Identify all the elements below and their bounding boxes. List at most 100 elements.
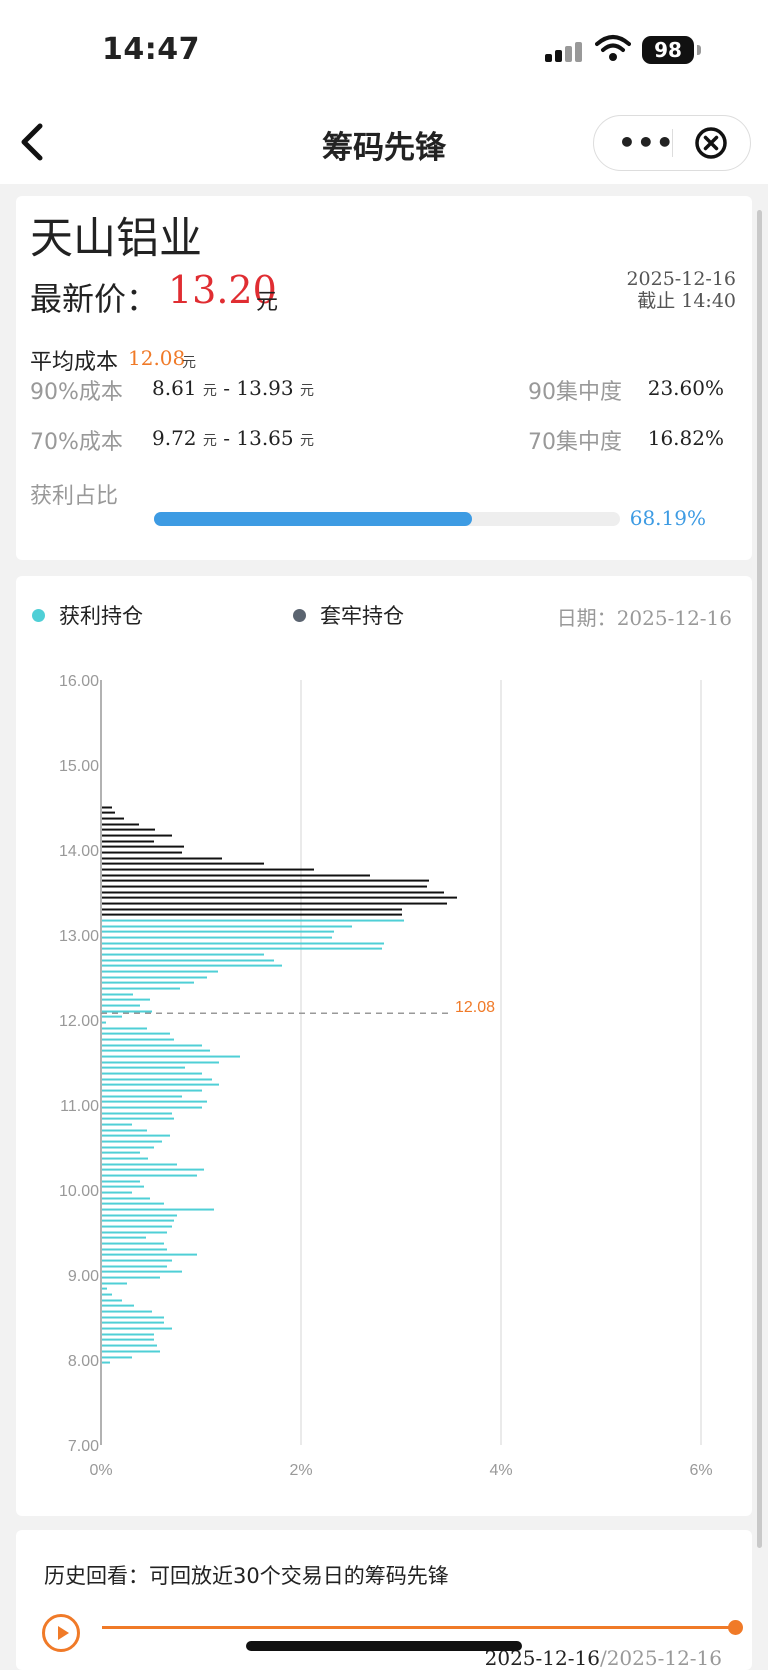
conc70-value: 16.82% bbox=[647, 426, 724, 450]
chart-date: 日期：2025-12-16 bbox=[557, 602, 732, 631]
stock-summary-card: 天山铝业 最新价： 13.20 元 2025-12-16 截止 14:40 平均… bbox=[16, 196, 752, 560]
profit-bar bbox=[102, 1214, 177, 1217]
trapped-bar bbox=[102, 845, 184, 848]
trapped-bar bbox=[102, 817, 124, 820]
y-tick-label: 15.00 bbox=[59, 758, 99, 775]
cost70-low: 9.72 bbox=[152, 426, 197, 450]
status-time: 14:47 bbox=[102, 32, 200, 67]
profit-bar bbox=[102, 1038, 174, 1041]
trapped-bar bbox=[102, 896, 457, 899]
trapped-bar bbox=[102, 806, 112, 809]
history-label: 历史回看：可回放近30个交易日的筹码先锋 bbox=[44, 1564, 449, 1588]
history-slider-handle[interactable] bbox=[728, 1620, 743, 1635]
profit-bar bbox=[102, 1072, 202, 1075]
close-icon[interactable] bbox=[694, 126, 728, 160]
profit-bar bbox=[102, 998, 150, 1001]
trapped-bar bbox=[102, 908, 402, 911]
profit-bar bbox=[102, 1163, 177, 1166]
legend-profit-label: 获利持仓 bbox=[59, 604, 143, 628]
scrollbar[interactable] bbox=[757, 210, 762, 1548]
profit-bar bbox=[102, 1338, 154, 1341]
profit-bar bbox=[102, 1310, 152, 1313]
profit-bar bbox=[102, 1168, 204, 1171]
profit-bar bbox=[102, 1151, 140, 1154]
profit-bar bbox=[102, 1293, 112, 1296]
y-tick-label: 8.00 bbox=[68, 1353, 99, 1370]
profit-bar bbox=[102, 1191, 132, 1194]
quote-time: 2025-12-16 截止 14:40 bbox=[626, 268, 736, 312]
profit-bar bbox=[102, 1089, 202, 1092]
profit-bar bbox=[102, 1287, 107, 1290]
quote-date: 2025-12-16 bbox=[626, 268, 736, 290]
profit-bar bbox=[102, 1010, 152, 1013]
legend-trapped-dot bbox=[293, 608, 306, 622]
trapped-bar bbox=[102, 868, 314, 871]
profit-bar bbox=[102, 1299, 122, 1302]
chart-date-value: 2025-12-16 bbox=[616, 606, 732, 630]
profit-bar bbox=[102, 1350, 160, 1353]
y-tick-label: 14.00 bbox=[59, 843, 99, 860]
cost90-range: 8.61 元 - 13.93 元 bbox=[152, 376, 314, 400]
trapped-bar bbox=[102, 902, 447, 905]
chip-distribution-card: 获利持仓 套牢持仓 日期：2025-12-16 0% 2% 4% 6% 7.00 8.00… bbox=[16, 576, 752, 1516]
price-unit: 元 bbox=[256, 290, 279, 315]
profit-bar bbox=[102, 1061, 219, 1064]
profit-bar bbox=[102, 1236, 146, 1239]
trapped-bar bbox=[102, 891, 444, 894]
history-slider-track[interactable] bbox=[102, 1626, 734, 1629]
profit-bar bbox=[102, 1185, 144, 1188]
profit-bar bbox=[102, 964, 282, 967]
profit-bar bbox=[102, 1225, 172, 1228]
profit-ratio-label: 获利占比 bbox=[30, 484, 119, 509]
cost70-unit-low: 元 bbox=[202, 433, 217, 449]
stock-name: 天山铝业 bbox=[30, 214, 202, 264]
legend-profit: 获利持仓 bbox=[32, 600, 143, 630]
history-date-sep: / bbox=[599, 1646, 607, 1670]
profit-bar bbox=[102, 1027, 147, 1030]
profit-bar bbox=[102, 1055, 240, 1058]
profit-bar bbox=[102, 1276, 160, 1279]
cost70-high: 13.65 bbox=[236, 426, 294, 450]
battery-icon: 98 bbox=[642, 36, 694, 64]
cost90-unit-low: 元 bbox=[202, 383, 217, 399]
cost70-label: 70%成本 bbox=[30, 430, 123, 455]
profit-bar bbox=[102, 1021, 106, 1024]
profit-bar bbox=[102, 1078, 212, 1081]
play-icon[interactable] bbox=[42, 1614, 80, 1652]
profit-bar bbox=[102, 1356, 132, 1359]
profit-bar bbox=[102, 1117, 174, 1120]
y-tick-label: 7.00 bbox=[68, 1438, 99, 1455]
profit-bar bbox=[102, 993, 133, 996]
x-tick-label: 2% bbox=[289, 1462, 312, 1479]
cost90-high: 13.93 bbox=[236, 376, 294, 400]
profit-bar bbox=[102, 1304, 134, 1307]
profit-bar bbox=[102, 1282, 127, 1285]
profit-bar bbox=[102, 1066, 185, 1069]
cellular-signal-icon bbox=[545, 42, 585, 62]
avg-cost-unit: 元 bbox=[182, 355, 196, 371]
profit-bar bbox=[102, 1361, 110, 1364]
x-tick-label: 6% bbox=[689, 1462, 712, 1479]
price-value: 13.20 bbox=[168, 268, 277, 312]
page-title: 筹码先锋 bbox=[322, 130, 446, 166]
profit-bar bbox=[102, 1146, 154, 1149]
trapped-bar bbox=[102, 913, 402, 916]
trapped-bar bbox=[102, 840, 154, 843]
trapped-bar bbox=[102, 823, 139, 826]
x-tick-label: 4% bbox=[489, 1462, 512, 1479]
more-icon[interactable]: ••• bbox=[618, 126, 675, 159]
profit-bar bbox=[102, 1344, 157, 1347]
profit-bar bbox=[102, 1231, 167, 1234]
trapped-bar bbox=[102, 879, 429, 882]
profit-bar bbox=[102, 1044, 202, 1047]
profit-bar bbox=[102, 1208, 214, 1211]
profit-bar bbox=[102, 1157, 148, 1160]
conc70-label: 70集中度 bbox=[528, 430, 622, 455]
price-label: 最新价： bbox=[30, 280, 159, 318]
avg-cost-line-label: 12.08 bbox=[455, 999, 495, 1016]
profit-bar bbox=[102, 1049, 210, 1052]
profit-bar bbox=[102, 1174, 197, 1177]
back-arrow-icon[interactable] bbox=[14, 122, 50, 162]
cost90-label: 90%成本 bbox=[30, 380, 123, 405]
trapped-bar bbox=[102, 851, 182, 854]
